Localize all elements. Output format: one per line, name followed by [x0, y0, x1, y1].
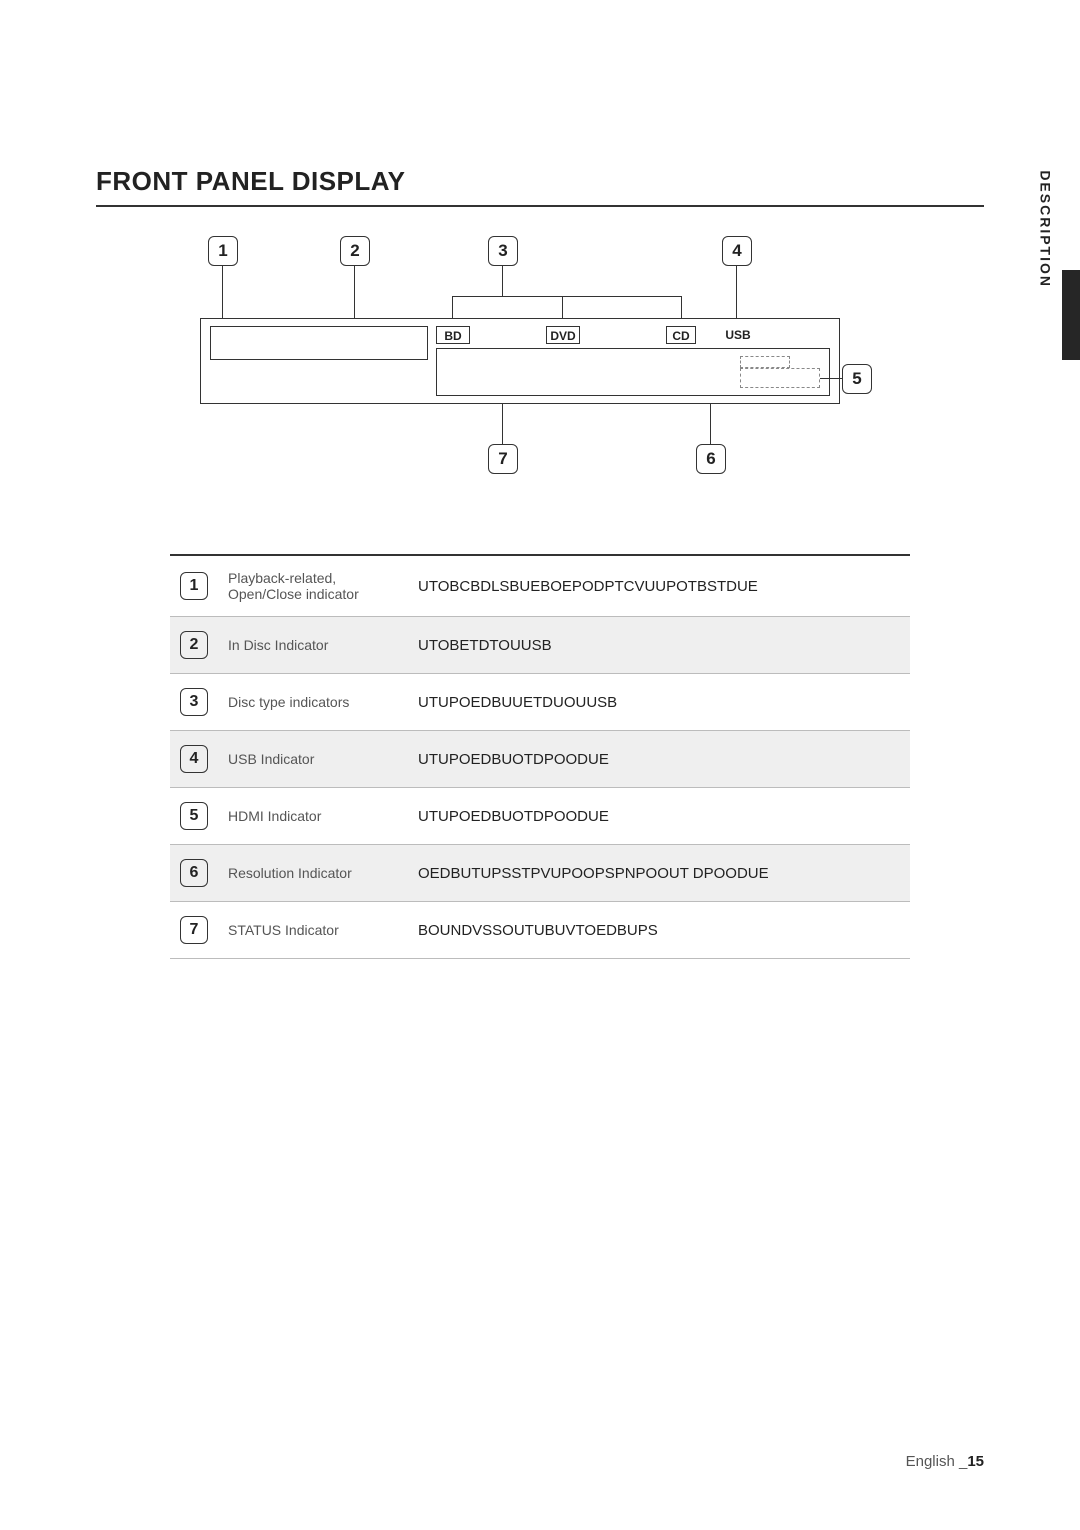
row-desc: UTOBCBDLSBUEBOEPODPTCVUUPOTBSTDUE: [408, 555, 910, 617]
row-desc: UTUPOEDBUOTDPOODUE: [408, 788, 910, 845]
callout-4: 4: [722, 236, 752, 266]
section-tab-marker: [1062, 270, 1080, 360]
row-number-cell: 1: [170, 555, 218, 617]
section-tab: DESCRIPTION: [1036, 270, 1080, 620]
row-number-cell: 2: [170, 617, 218, 674]
row-name: Disc type indicators: [218, 674, 408, 731]
row-name: Resolution Indicator: [218, 845, 408, 902]
row-name: HDMI Indicator: [218, 788, 408, 845]
leader: [222, 266, 223, 326]
row-number: 1: [180, 572, 208, 600]
table-row: 6 Resolution IndicatorOEDBUTUPSSTPVUPOOPS…: [170, 845, 910, 902]
callout-2: 2: [340, 236, 370, 266]
row-name: STATUS Indicator: [218, 902, 408, 959]
footer-page-number: 15: [967, 1453, 984, 1470]
badge-cd: CD: [666, 326, 696, 344]
row-number-cell: 6: [170, 845, 218, 902]
row-desc: UTUPOEDBUUETDUOUUSB: [408, 674, 910, 731]
row-number-cell: 4: [170, 731, 218, 788]
resolution-area-top: [740, 356, 790, 368]
footer-lang: English _: [906, 1453, 968, 1470]
badge-dvd-label: DVD: [550, 329, 575, 343]
table-row: 2 In Disc IndicatorUTOBETDTOUUSB: [170, 617, 910, 674]
page-root: FRONT PANEL DISPLAY DESCRIPTION 1 2 3 4 …: [0, 0, 1080, 1530]
leader: [502, 266, 503, 296]
row-number: 3: [180, 688, 208, 716]
table-row: 3 Disc type indicatorsUTUPOEDBUUETDUOUUSB: [170, 674, 910, 731]
leader: [736, 266, 737, 326]
callout-1: 1: [208, 236, 238, 266]
row-desc: OEDBUTUPSSTPVUPOOPSPNPOOUT DPOODUE: [408, 845, 910, 902]
resolution-area: [740, 368, 820, 388]
row-desc: UTOBETDTOUUSB: [408, 617, 910, 674]
page-title: FRONT PANEL DISPLAY: [96, 166, 984, 197]
table-row: 4 USB IndicatorUTUPOEDBUOTDPOODUE: [170, 731, 910, 788]
front-panel-diagram: 1 2 3 4 BD DVD CD USB 5 7 6: [200, 236, 840, 476]
row-name: USB Indicator: [218, 731, 408, 788]
leader: [452, 296, 682, 297]
segment-left: [210, 326, 428, 360]
row-number-cell: 5: [170, 788, 218, 845]
indicator-table-el: 1Playback-related, Open/Close indicatorU…: [170, 554, 910, 959]
row-number: 2: [180, 631, 208, 659]
callout-3: 3: [488, 236, 518, 266]
row-desc: UTUPOEDBUOTDPOODUE: [408, 731, 910, 788]
badge-cd-label: CD: [672, 329, 689, 343]
leader: [502, 404, 503, 444]
title-block: FRONT PANEL DISPLAY: [96, 166, 984, 207]
row-name: Playback-related, Open/Close indicator: [218, 555, 408, 617]
row-number-cell: 7: [170, 902, 218, 959]
leader: [710, 404, 711, 444]
row-number: 7: [180, 916, 208, 944]
row-desc: BOUNDVSSOUTUBUVTOEDBUPS: [408, 902, 910, 959]
section-tab-label: DESCRIPTION: [1038, 170, 1054, 288]
row-number-cell: 3: [170, 674, 218, 731]
title-underline: [96, 205, 984, 207]
badge-dvd: DVD: [546, 326, 580, 344]
table-row: 5 HDMI IndicatorUTUPOEDBUOTDPOODUE: [170, 788, 910, 845]
badge-bd-label: BD: [444, 329, 461, 343]
badge-bd: BD: [436, 326, 470, 344]
indicator-table: 1Playback-related, Open/Close indicatorU…: [170, 554, 910, 959]
page-footer: English _15: [906, 1453, 984, 1470]
leader: [820, 378, 842, 379]
table-row: 1 Playback-related, Open/Close indicatorU…: [170, 555, 910, 617]
table-row: 7 STATUS IndicatorBOUNDVSSOUTUBUVTOEDBUPS: [170, 902, 910, 959]
row-name: In Disc Indicator: [218, 617, 408, 674]
callout-6: 6: [696, 444, 726, 474]
callout-5: 5: [842, 364, 872, 394]
callout-7: 7: [488, 444, 518, 474]
row-number: 4: [180, 745, 208, 773]
badge-usb-label: USB: [718, 328, 758, 342]
row-number: 5: [180, 802, 208, 830]
row-number: 6: [180, 859, 208, 887]
leader: [354, 266, 355, 326]
